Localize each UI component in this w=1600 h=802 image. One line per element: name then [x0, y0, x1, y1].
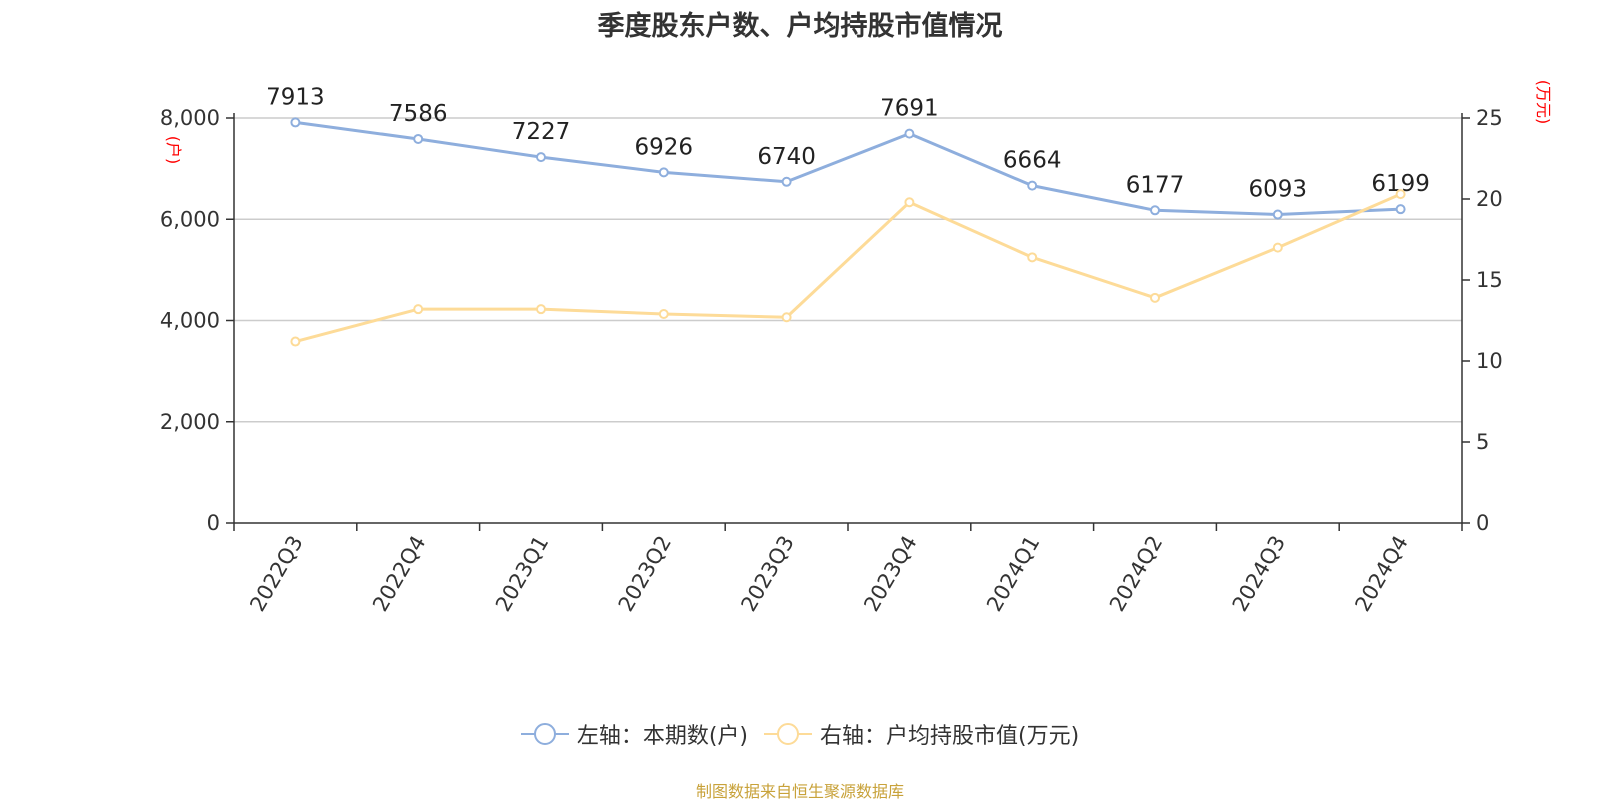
x-category-label: 2024Q3 [1228, 532, 1290, 616]
series-line-avg-value [295, 192, 1402, 344]
data-point-avg-value [658, 309, 669, 320]
data-point-households [781, 176, 792, 187]
data-point-households [1272, 209, 1283, 220]
left-tick-label: 8,000 [160, 106, 220, 130]
data-point-avg-value [1150, 292, 1160, 303]
data-point-households [413, 133, 424, 144]
data-label-households: 7691 [880, 96, 939, 122]
right-tick-label: 0 [1476, 511, 1489, 535]
right-tick-label: 5 [1476, 430, 1489, 454]
right-tick-label: 10 [1476, 349, 1503, 373]
x-category-label: 2022Q3 [245, 532, 307, 616]
right-axis-unit-label: (万元) [1534, 80, 1553, 125]
left-tick-label: 2,000 [160, 410, 220, 434]
data-label-households: 7586 [389, 101, 448, 127]
right-tick-label: 25 [1476, 106, 1503, 130]
data-point-avg-value [1395, 189, 1406, 200]
x-category-label: 2024Q4 [1350, 532, 1412, 616]
legend-label-right-series: 右轴：户均持股市值(万元) [820, 724, 1080, 749]
data-point-avg-value [1272, 242, 1283, 253]
data-point-avg-value [413, 304, 424, 315]
legend: 左轴：本期数(户) 右轴：户均持股市值(万元) [0, 718, 1600, 750]
data-label-households: 6740 [757, 144, 816, 170]
x-category-label: 2024Q1 [982, 532, 1044, 616]
left-axis-unit-label: (户) [164, 136, 183, 165]
data-point-avg-value [904, 197, 915, 208]
x-category-label: 2024Q2 [1105, 532, 1167, 616]
x-category-label: 2022Q4 [368, 532, 430, 616]
data-label-households: 6926 [635, 134, 694, 160]
right-tick-label: 20 [1476, 187, 1503, 211]
data-point-households [536, 152, 546, 163]
data-label-households: 6664 [1003, 148, 1062, 174]
series-line-households [295, 120, 1401, 217]
legend-swatch-yellow-icon [764, 723, 812, 745]
data-point-avg-value [536, 304, 546, 315]
left-tick-label: 0 [207, 511, 220, 535]
legend-item-right-series[interactable]: 右轴：户均持股市值(万元) [764, 718, 1079, 750]
legend-swatch-blue-icon [520, 723, 569, 745]
data-point-households [1150, 205, 1160, 216]
data-point-households [290, 117, 301, 128]
legend-label-left-series: 左轴：本期数(户) [576, 724, 748, 749]
right-tick-label: 15 [1476, 268, 1503, 292]
data-point-avg-value [781, 312, 792, 323]
x-category-label: 2023Q4 [859, 532, 921, 616]
legend-item-left-series[interactable]: 左轴：本期数(户) [520, 718, 748, 750]
chart-title: 季度股东户数、户均持股市值情况 [597, 11, 1003, 42]
data-point-households [1395, 204, 1406, 215]
data-point-avg-value [1027, 252, 1038, 263]
data-point-households [1027, 180, 1038, 191]
data-label-households: 7913 [266, 84, 325, 110]
x-category-label: 2023Q1 [491, 532, 553, 616]
data-point-avg-value [290, 336, 301, 347]
left-tick-label: 6,000 [160, 207, 220, 231]
x-category-label: 2023Q3 [736, 532, 798, 616]
data-label-households: 6093 [1249, 177, 1308, 203]
data-label-households: 7227 [512, 119, 571, 145]
data-point-households [904, 128, 915, 139]
data-label-households: 6177 [1126, 172, 1185, 198]
source-note: 制图数据来自恒生聚源数据库 [695, 782, 904, 801]
x-category-label: 2023Q2 [614, 532, 676, 616]
left-tick-label: 4,000 [160, 309, 220, 333]
data-point-households [658, 167, 669, 178]
